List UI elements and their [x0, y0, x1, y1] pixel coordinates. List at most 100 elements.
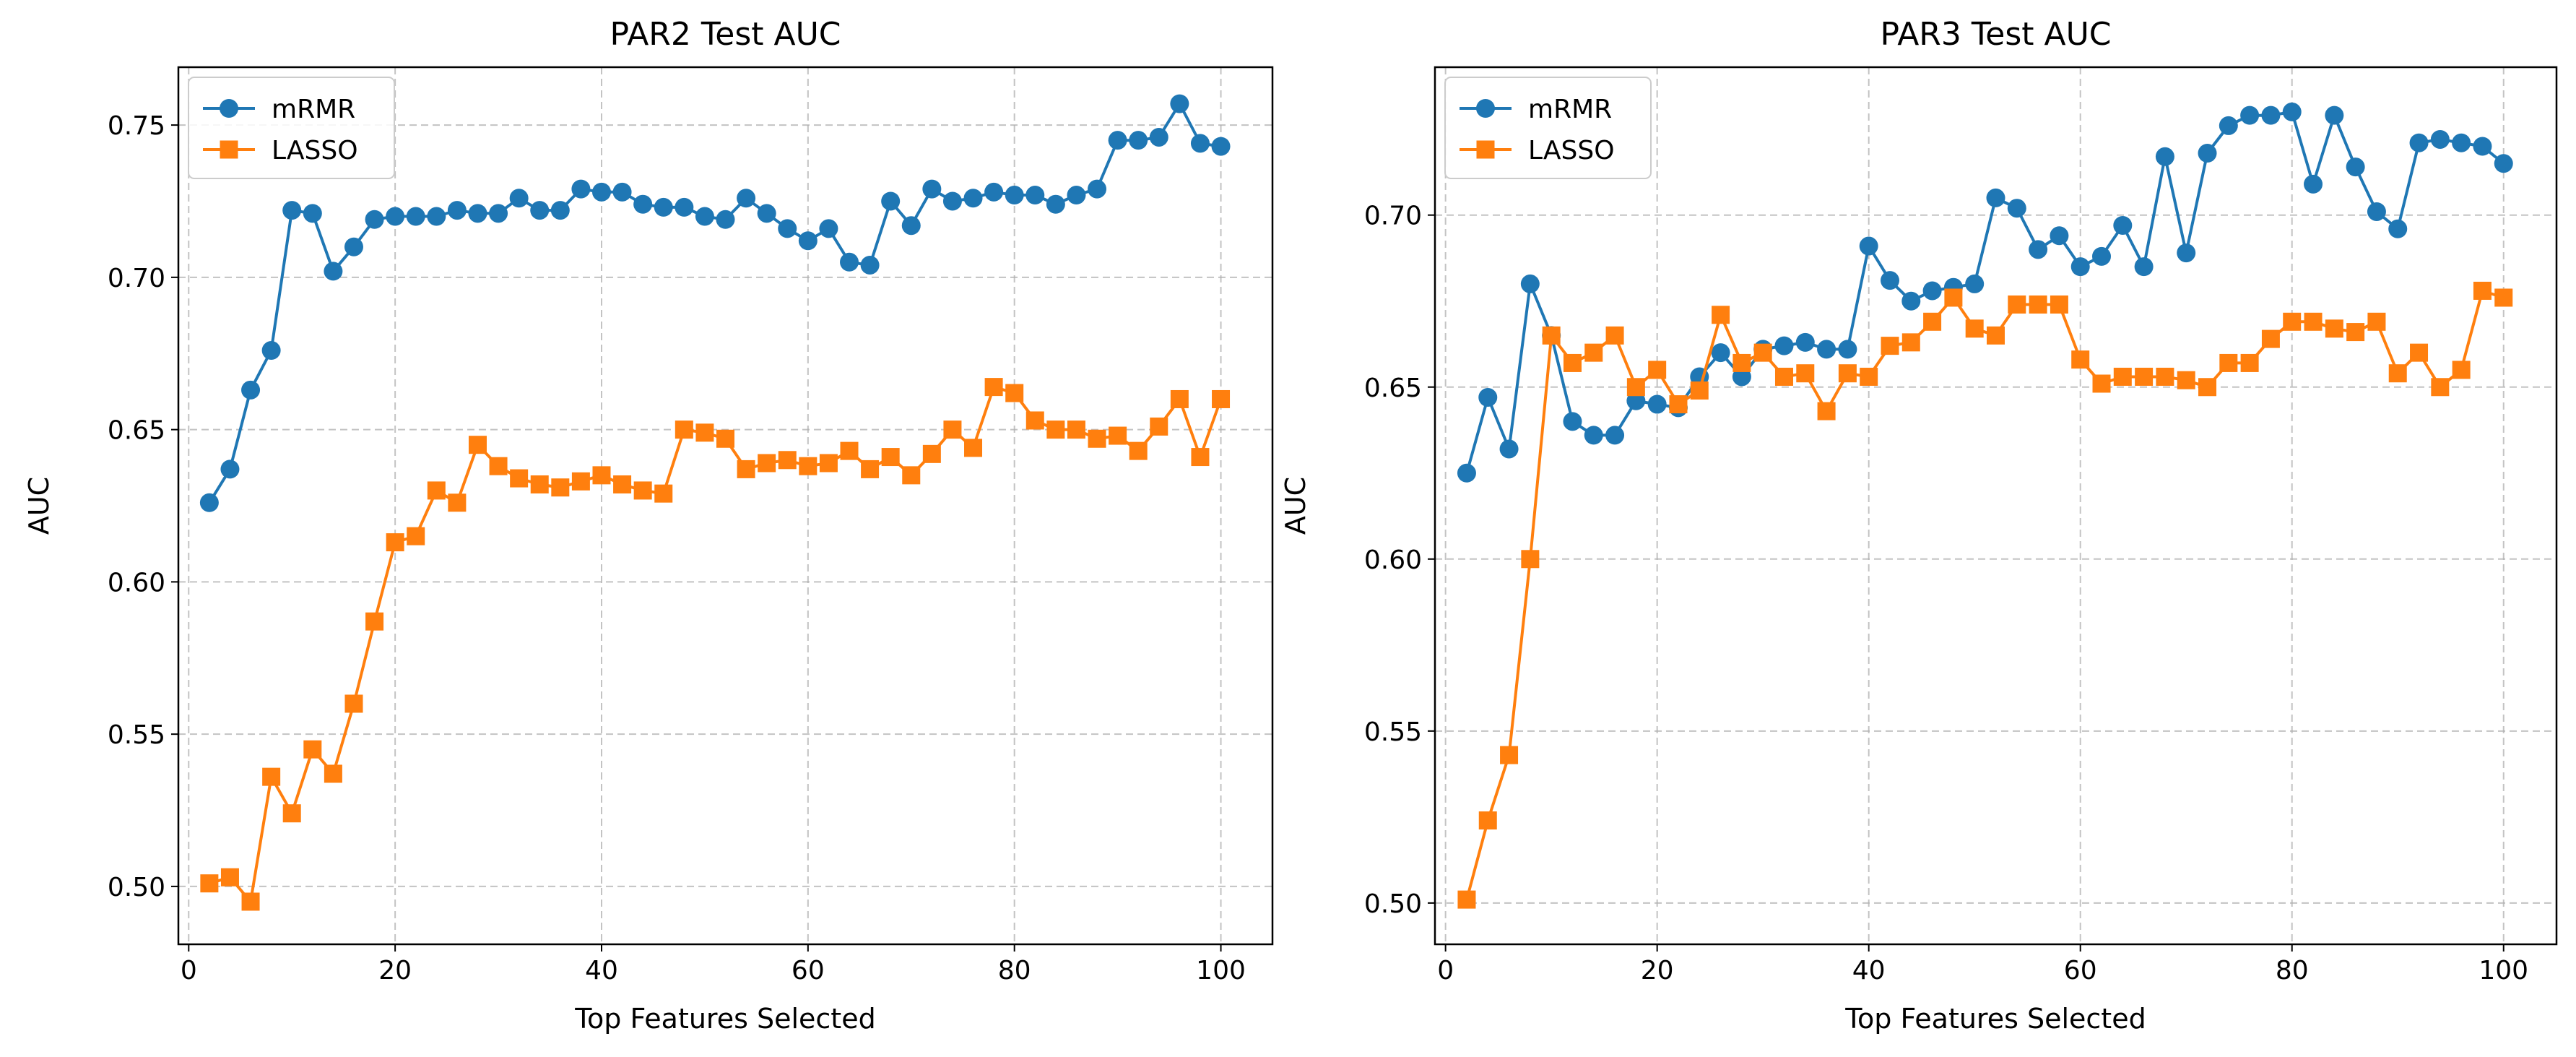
- data-point: [2029, 295, 2047, 314]
- x-tick-label: 80: [998, 956, 1031, 985]
- data-point: [1005, 384, 1024, 402]
- data-point: [2452, 133, 2471, 152]
- data-point: [1860, 367, 1878, 386]
- data-point: [2388, 219, 2408, 238]
- data-point: [2367, 312, 2386, 331]
- x-axis-label: Top Features Selected: [1844, 1003, 2146, 1035]
- data-point: [262, 767, 281, 786]
- data-point: [2346, 158, 2365, 177]
- grid: [178, 67, 1272, 944]
- y-tick-label: 0.65: [1364, 374, 1422, 403]
- data-point: [261, 341, 281, 361]
- data-point: [2007, 199, 2026, 218]
- data-point: [2410, 343, 2429, 362]
- data-point: [758, 454, 776, 473]
- data-point: [654, 197, 673, 217]
- data-point: [1088, 179, 1107, 199]
- data-point: [1025, 411, 1044, 430]
- chart-panel-2: 0 20 40 60 80 100 0.50 0.55 0.60 0.65 0.70 PAR3 Tes…: [1280, 16, 2558, 1035]
- data-point: [2092, 374, 2111, 393]
- x-tick-label: 60: [2064, 956, 2097, 985]
- data-point: [1542, 326, 1561, 345]
- data-point: [2219, 353, 2238, 372]
- data-point: [2240, 105, 2260, 125]
- y-tick-label: 0.60: [108, 568, 165, 597]
- data-point: [1901, 291, 1921, 311]
- data-point: [2388, 364, 2407, 383]
- legend-label: LASSO: [1528, 136, 1615, 165]
- legend-label: LASSO: [272, 136, 358, 165]
- data-point: [2198, 378, 2217, 397]
- x-tick-label: 0: [1437, 956, 1454, 985]
- data-point: [1838, 340, 1857, 359]
- data-point: [2219, 116, 2238, 135]
- data-point: [220, 460, 240, 479]
- data-point: [468, 204, 487, 223]
- data-point: [1129, 131, 1148, 150]
- data-point: [2261, 329, 2280, 348]
- x-tick-label: 20: [1641, 956, 1674, 985]
- x-tick-label: 0: [181, 956, 197, 985]
- y-tick-label: 0.55: [1364, 717, 1422, 747]
- data-point: [2177, 243, 2196, 263]
- series-line-lasso: [209, 385, 1223, 903]
- data-point: [303, 204, 322, 223]
- data-point: [2029, 240, 2048, 259]
- data-point: [2325, 319, 2343, 338]
- data-point: [2430, 129, 2450, 149]
- legend-box: [188, 77, 395, 179]
- data-point: [200, 874, 219, 893]
- data-point: [365, 612, 384, 631]
- data-point: [468, 436, 487, 454]
- data-point: [1774, 336, 1794, 355]
- plot-frame: [1434, 66, 2558, 946]
- data-point: [1795, 332, 1815, 352]
- data-point: [840, 441, 859, 460]
- data-point: [1605, 426, 1625, 445]
- data-point: [282, 201, 302, 220]
- data-point: [654, 484, 673, 503]
- legend-marker: [1476, 140, 1495, 159]
- data-point: [2071, 350, 2090, 369]
- data-point: [2008, 295, 2026, 314]
- data-point: [1499, 439, 1519, 459]
- data-point: [902, 466, 921, 485]
- data-point: [1500, 746, 1519, 764]
- data-point: [2304, 174, 2323, 194]
- data-point: [2135, 367, 2154, 386]
- data-point: [448, 493, 467, 512]
- data-point: [1626, 378, 1645, 397]
- data-point: [324, 764, 342, 783]
- data-point: [1690, 381, 1709, 400]
- data-point: [571, 179, 591, 199]
- data-point: [695, 423, 714, 442]
- data-point: [1901, 333, 1920, 352]
- data-point: [1817, 402, 1836, 420]
- data-point: [1796, 364, 1815, 383]
- legend-box: [1444, 77, 1652, 179]
- data-point: [1881, 337, 1899, 355]
- data-point: [1944, 288, 1963, 307]
- data-point: [427, 207, 446, 226]
- data-point: [591, 182, 611, 202]
- data-point: [344, 237, 363, 256]
- data-point: [737, 460, 755, 478]
- data-point: [1088, 429, 1106, 448]
- plot-frame: [177, 66, 1274, 946]
- data-point: [592, 466, 611, 485]
- x-tick-label: 60: [792, 956, 825, 985]
- data-point: [943, 420, 962, 439]
- data-point: [778, 219, 797, 238]
- data-point: [2050, 295, 2068, 314]
- data-point: [1922, 281, 1942, 301]
- data-point: [551, 478, 570, 497]
- data-point: [964, 439, 983, 457]
- data-point: [799, 457, 818, 475]
- data-point: [1067, 420, 1085, 439]
- data-point: [1711, 343, 1730, 363]
- data-point: [1923, 312, 1942, 331]
- data-point: [2113, 367, 2132, 386]
- data-point: [1732, 353, 1751, 372]
- data-point: [2494, 154, 2513, 173]
